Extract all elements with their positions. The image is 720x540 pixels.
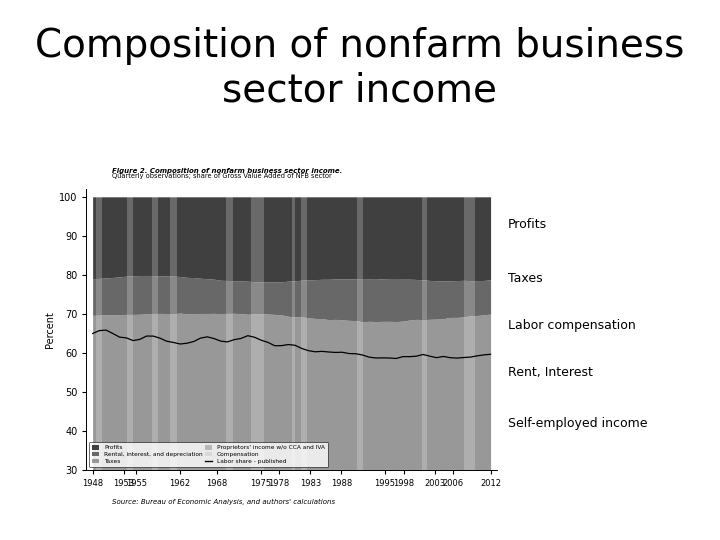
Bar [226, 189, 233, 470]
Bar [422, 189, 427, 470]
Bar [171, 189, 176, 470]
Text: Rent, Interest: Rent, Interest [508, 366, 593, 379]
Text: Taxes: Taxes [508, 272, 542, 285]
Bar [96, 189, 102, 470]
Text: Source: Bureau of Economic Analysis, and authors' calculations: Source: Bureau of Economic Analysis, and… [112, 498, 335, 504]
Bar [357, 189, 363, 470]
Text: Figure 2. Composition of nonfarm business sector income.: Figure 2. Composition of nonfarm busines… [112, 168, 342, 174]
Bar [292, 189, 294, 470]
Bar [301, 189, 307, 470]
Text: Profits: Profits [508, 218, 546, 231]
Text: Labor compensation: Labor compensation [508, 319, 635, 332]
Legend: Profits, Rental, interest, and depreciation, Taxes, Proprietors' income w/o CCA : Profits, Rental, interest, and depreciat… [89, 442, 328, 467]
Bar [464, 189, 475, 470]
Text: Self-employed income: Self-employed income [508, 416, 647, 429]
Text: Composition of nonfarm business
sector income: Composition of nonfarm business sector i… [35, 27, 685, 109]
Text: Quarterly observations; share of Gross Value Added of NFB sector: Quarterly observations; share of Gross V… [112, 173, 331, 179]
Bar [152, 189, 158, 470]
Bar [251, 189, 264, 470]
Bar [127, 189, 133, 470]
Y-axis label: Percent: Percent [45, 311, 55, 348]
